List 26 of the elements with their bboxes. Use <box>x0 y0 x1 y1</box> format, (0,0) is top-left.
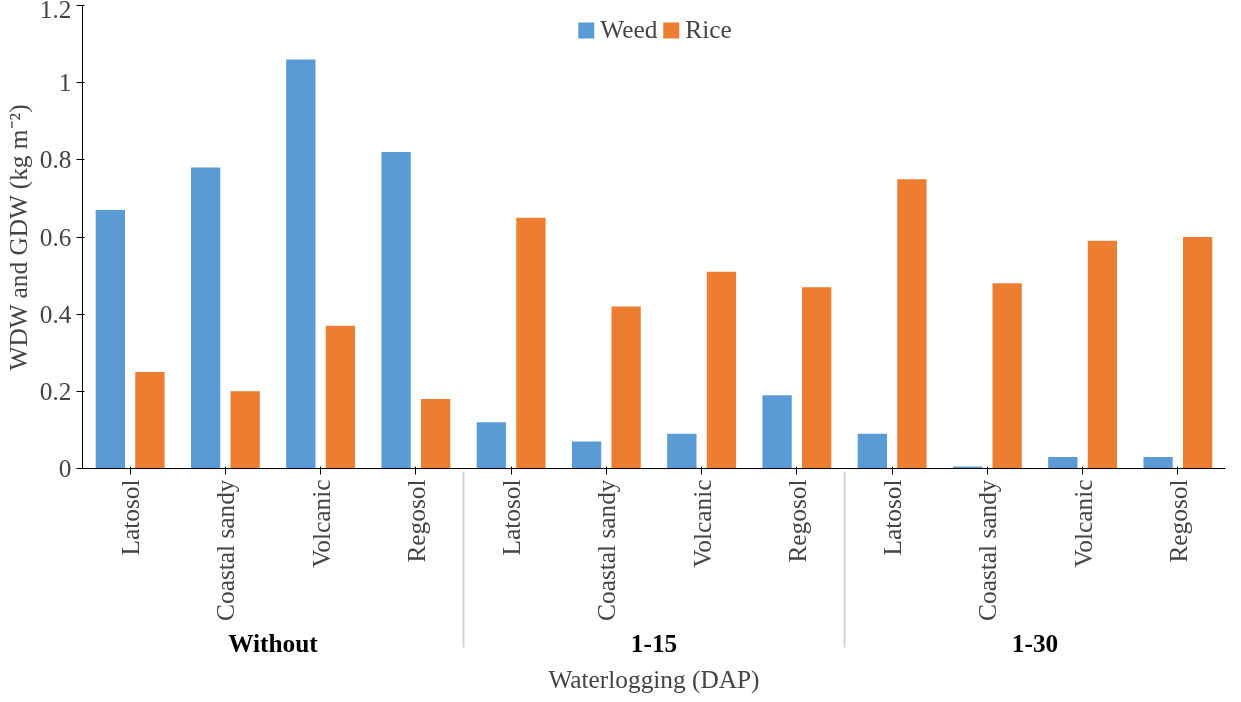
x-tick-label: Regosol <box>1163 479 1192 563</box>
text: Without <box>228 628 319 657</box>
y-tick-label: 1.2 <box>39 0 72 23</box>
y-tick-label: 0.8 <box>39 145 72 174</box>
y-tick-label: 1 <box>58 68 72 97</box>
y-tick-label: 0.4 <box>39 299 72 328</box>
legend-label: Weed <box>600 15 658 44</box>
text: 1-15 <box>630 628 678 657</box>
x-tick-label: Regosol <box>782 479 811 563</box>
x-tick-label: Coastal sandy <box>592 479 621 621</box>
x-axis-title: Waterlogging (DAP) <box>548 664 760 694</box>
text: 1-30 <box>1011 628 1059 657</box>
x-tick-label: Volcanic <box>687 479 716 568</box>
y-tick-label: 0.2 <box>39 376 72 405</box>
x-tick-label: Regosol <box>401 479 430 563</box>
x-tick-label: Latosol <box>497 479 526 556</box>
x-tick-label: Latosol <box>116 479 145 556</box>
legend-label: Rice <box>685 15 732 44</box>
x-tick-label: Coastal sandy <box>973 479 1002 621</box>
x-tick-label: Latosol <box>878 479 907 556</box>
y-tick-label: 0 <box>58 454 72 482</box>
x-tick-label: Volcanic <box>306 479 335 568</box>
x-tick-label: Coastal sandy <box>211 479 240 621</box>
x-tick-label: Volcanic <box>1068 479 1097 568</box>
y-axis-title: WDW and GDW (kg m⁻²) <box>3 104 33 371</box>
y-tick-label: 0.6 <box>39 222 72 251</box>
